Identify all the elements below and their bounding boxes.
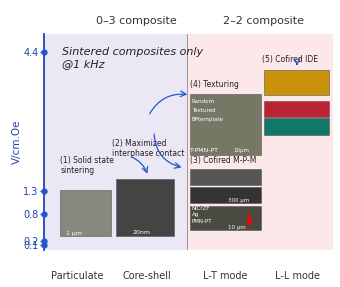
Bar (187, 34, 333, 250)
Bar (190, 169, 261, 185)
Text: Core-shell: Core-shell (122, 271, 171, 281)
Text: Sintered composites only
@1 kHz: Sintered composites only @1 kHz (62, 47, 203, 69)
Bar (264, 101, 329, 117)
Text: 300 μm: 300 μm (228, 198, 249, 203)
Text: (5) Cofired IDE: (5) Cofired IDE (262, 55, 318, 64)
Text: (1) Solid state
sintering: (1) Solid state sintering (60, 156, 114, 175)
Text: (3) Cofired M-P-M: (3) Cofired M-P-M (190, 156, 256, 165)
Bar (190, 187, 261, 203)
Text: Particulate: Particulate (51, 271, 104, 281)
Text: Random: Random (192, 99, 215, 104)
Text: L-T mode: L-T mode (203, 271, 247, 281)
Text: 0–3 composite: 0–3 composite (96, 16, 177, 26)
Text: L-L mode: L-L mode (275, 271, 320, 281)
Bar (116, 179, 174, 236)
Text: 10 μm: 10 μm (228, 225, 245, 230)
Text: 2–2 composite: 2–2 composite (223, 16, 304, 26)
Text: 1 μm: 1 μm (66, 231, 82, 236)
Text: 10μm: 10μm (234, 148, 250, 153)
Text: (4) Texturing: (4) Texturing (190, 80, 239, 89)
Text: NiCrZF: NiCrZF (192, 206, 210, 211)
Text: Textured: Textured (192, 108, 215, 113)
Bar (60, 191, 110, 236)
Text: Ag: Ag (192, 212, 199, 217)
Bar (264, 119, 329, 135)
Y-axis label: V/cm.Oe: V/cm.Oe (12, 120, 22, 164)
Text: BPtemplate: BPtemplate (192, 117, 223, 121)
Text: T-PMN-PT: T-PMN-PT (190, 148, 219, 153)
Text: 20nm: 20nm (132, 230, 150, 234)
Text: (2) Maximized
interphase contact: (2) Maximized interphase contact (112, 139, 185, 158)
Bar (264, 70, 329, 95)
Bar (190, 205, 261, 230)
Text: PMN-PT: PMN-PT (192, 219, 212, 224)
Bar (44, 34, 187, 250)
Bar (190, 94, 261, 155)
